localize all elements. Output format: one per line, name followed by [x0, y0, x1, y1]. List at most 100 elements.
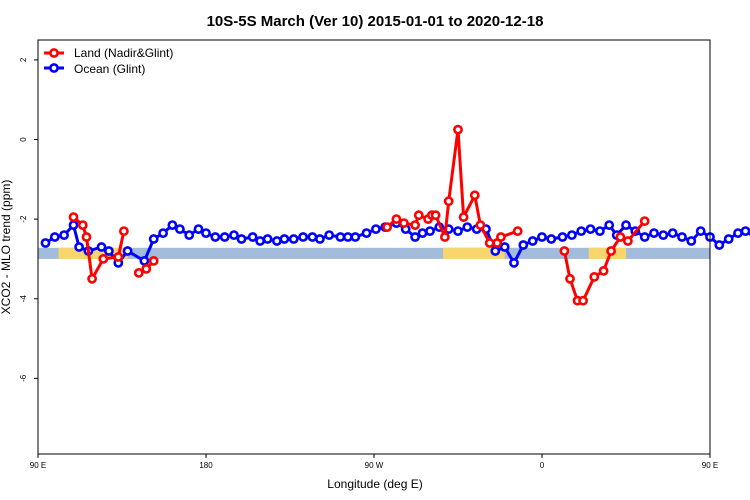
ocean-point-0-18	[210, 232, 221, 242]
land-point-0-1	[77, 220, 88, 230]
ocean-point-0-24	[262, 234, 273, 244]
ocean-point-0-55	[546, 234, 557, 244]
ocean-point-0-21	[236, 234, 247, 244]
land-point-1-1	[141, 263, 152, 274]
land-point-3-3	[578, 295, 588, 306]
land-point-0-6	[119, 226, 129, 236]
chart-title: 10S-5S March (Ver 10) 2015-01-01 to 2020…	[207, 13, 544, 30]
y-tick-label-3: -4	[19, 295, 28, 303]
land-point-0-2	[81, 232, 92, 242]
land-point-3-7	[615, 232, 626, 242]
land-point-0-0	[68, 212, 79, 222]
ocean-point-0-41	[417, 228, 428, 238]
ocean-point-0-1	[49, 232, 60, 242]
x-axis-label: Longitude (deg E)	[327, 477, 422, 491]
ocean-point-0-75	[733, 228, 743, 238]
ocean-point-0-67	[658, 230, 669, 240]
ocean-point-0-70	[686, 236, 697, 246]
ocean-point-0-12	[158, 228, 168, 238]
ocean-point-0-4	[74, 242, 84, 252]
land-point-2-14	[484, 238, 495, 248]
ocean-point-0-57	[567, 230, 577, 240]
ocean-point-0-25	[271, 236, 282, 246]
land-point-2-9	[443, 196, 454, 207]
x-tick-label-3: 0	[540, 461, 545, 470]
ocean-point-0-58	[576, 226, 587, 236]
axis-ticks: 90 E 180 90 W 0 90 E 2 0 -2 -4 -6	[19, 57, 718, 470]
land-point-3-1	[565, 273, 575, 284]
ocean-point-0-45	[453, 226, 463, 236]
land-point-3-8	[623, 236, 633, 246]
legend-label-ocean: Ocean (Glint)	[74, 62, 145, 76]
land-point-2-8	[439, 232, 450, 242]
ocean-point-0-22	[247, 232, 258, 242]
ocean-point-0-29	[307, 232, 318, 242]
land-point-1-0	[133, 267, 144, 278]
land-point-2-3	[410, 220, 420, 230]
y-axis-label: XCO2 - MLO trend (ppm)	[0, 180, 13, 315]
plot-frame	[37, 39, 711, 455]
series-layer	[40, 124, 750, 306]
x-tick-label-0: 90 E	[30, 461, 46, 470]
ocean-point-0-51	[509, 257, 519, 268]
ocean-point-0-30	[314, 234, 325, 244]
legend-marker-ocean	[49, 63, 59, 73]
land-point-3-4	[589, 271, 600, 282]
land-point-3-5	[598, 265, 609, 276]
ocean-point-0-69	[677, 232, 687, 242]
ocean-point-0-27	[288, 234, 299, 244]
ocean-point-0-52	[518, 240, 529, 250]
land-band-0	[58, 247, 128, 259]
ocean-point-0-36	[370, 224, 381, 234]
ocean-point-0-76	[740, 226, 750, 236]
ocean-point-0-0	[40, 238, 51, 248]
ocean-point-0-50	[499, 242, 510, 252]
ocean-point-0-73	[714, 240, 725, 250]
ocean-point-0-6	[96, 242, 107, 252]
ocean-point-0-13	[167, 220, 178, 230]
ocean-point-0-54	[537, 232, 547, 242]
ocean-band	[38, 247, 710, 259]
ocean-point-0-46	[462, 222, 473, 232]
ocean-point-0-28	[298, 232, 308, 242]
y-tick-label-4: -6	[19, 374, 28, 382]
land-point-2-11	[458, 212, 469, 222]
legend: Land (Nadir&Glint) Ocean (Glint)	[44, 46, 173, 76]
ocean-point-0-53	[527, 236, 538, 246]
ocean-point-0-68	[667, 228, 678, 238]
ocean-point-0-19	[219, 232, 230, 242]
ocean-point-0-31	[324, 230, 335, 240]
land-point-2-10	[453, 124, 463, 135]
land-point-2-17	[512, 226, 523, 236]
x-tick-label-4: 90 E	[702, 461, 718, 470]
ocean-point-0-59	[585, 224, 596, 234]
ocean-point-0-32	[335, 232, 346, 242]
ocean-point-0-63	[621, 220, 631, 230]
ocean-point-0-11	[148, 234, 159, 244]
land-point-2-12	[469, 190, 480, 201]
land-point-2-2	[398, 218, 409, 228]
land-point-2-16	[495, 232, 506, 242]
ocean-point-0-40	[410, 232, 420, 242]
y-tick-label-2: -2	[19, 215, 28, 223]
ocean-point-0-15	[184, 230, 195, 240]
land-point-3-0	[559, 246, 570, 256]
land-point-2-13	[475, 220, 486, 230]
y-tick-label-1: 0	[19, 137, 28, 142]
land-band-1	[443, 247, 505, 259]
y-tick-label-0: 2	[19, 57, 28, 62]
ocean-point-0-66	[649, 228, 659, 238]
ocean-point-0-34	[350, 232, 361, 242]
land-point-2-0	[382, 222, 392, 232]
x-tick-label-2: 90 W	[365, 461, 384, 470]
ocean-point-0-16	[193, 224, 204, 234]
ocean-point-0-60	[595, 226, 605, 236]
ocean-point-0-3	[68, 220, 79, 230]
ocean-point-0-2	[59, 230, 69, 240]
ocean-point-0-35	[361, 228, 372, 238]
ocean-point-0-49	[490, 246, 501, 256]
ocean-point-0-14	[174, 224, 185, 234]
ocean-point-0-71	[695, 226, 706, 236]
land-point-0-5	[113, 252, 124, 262]
